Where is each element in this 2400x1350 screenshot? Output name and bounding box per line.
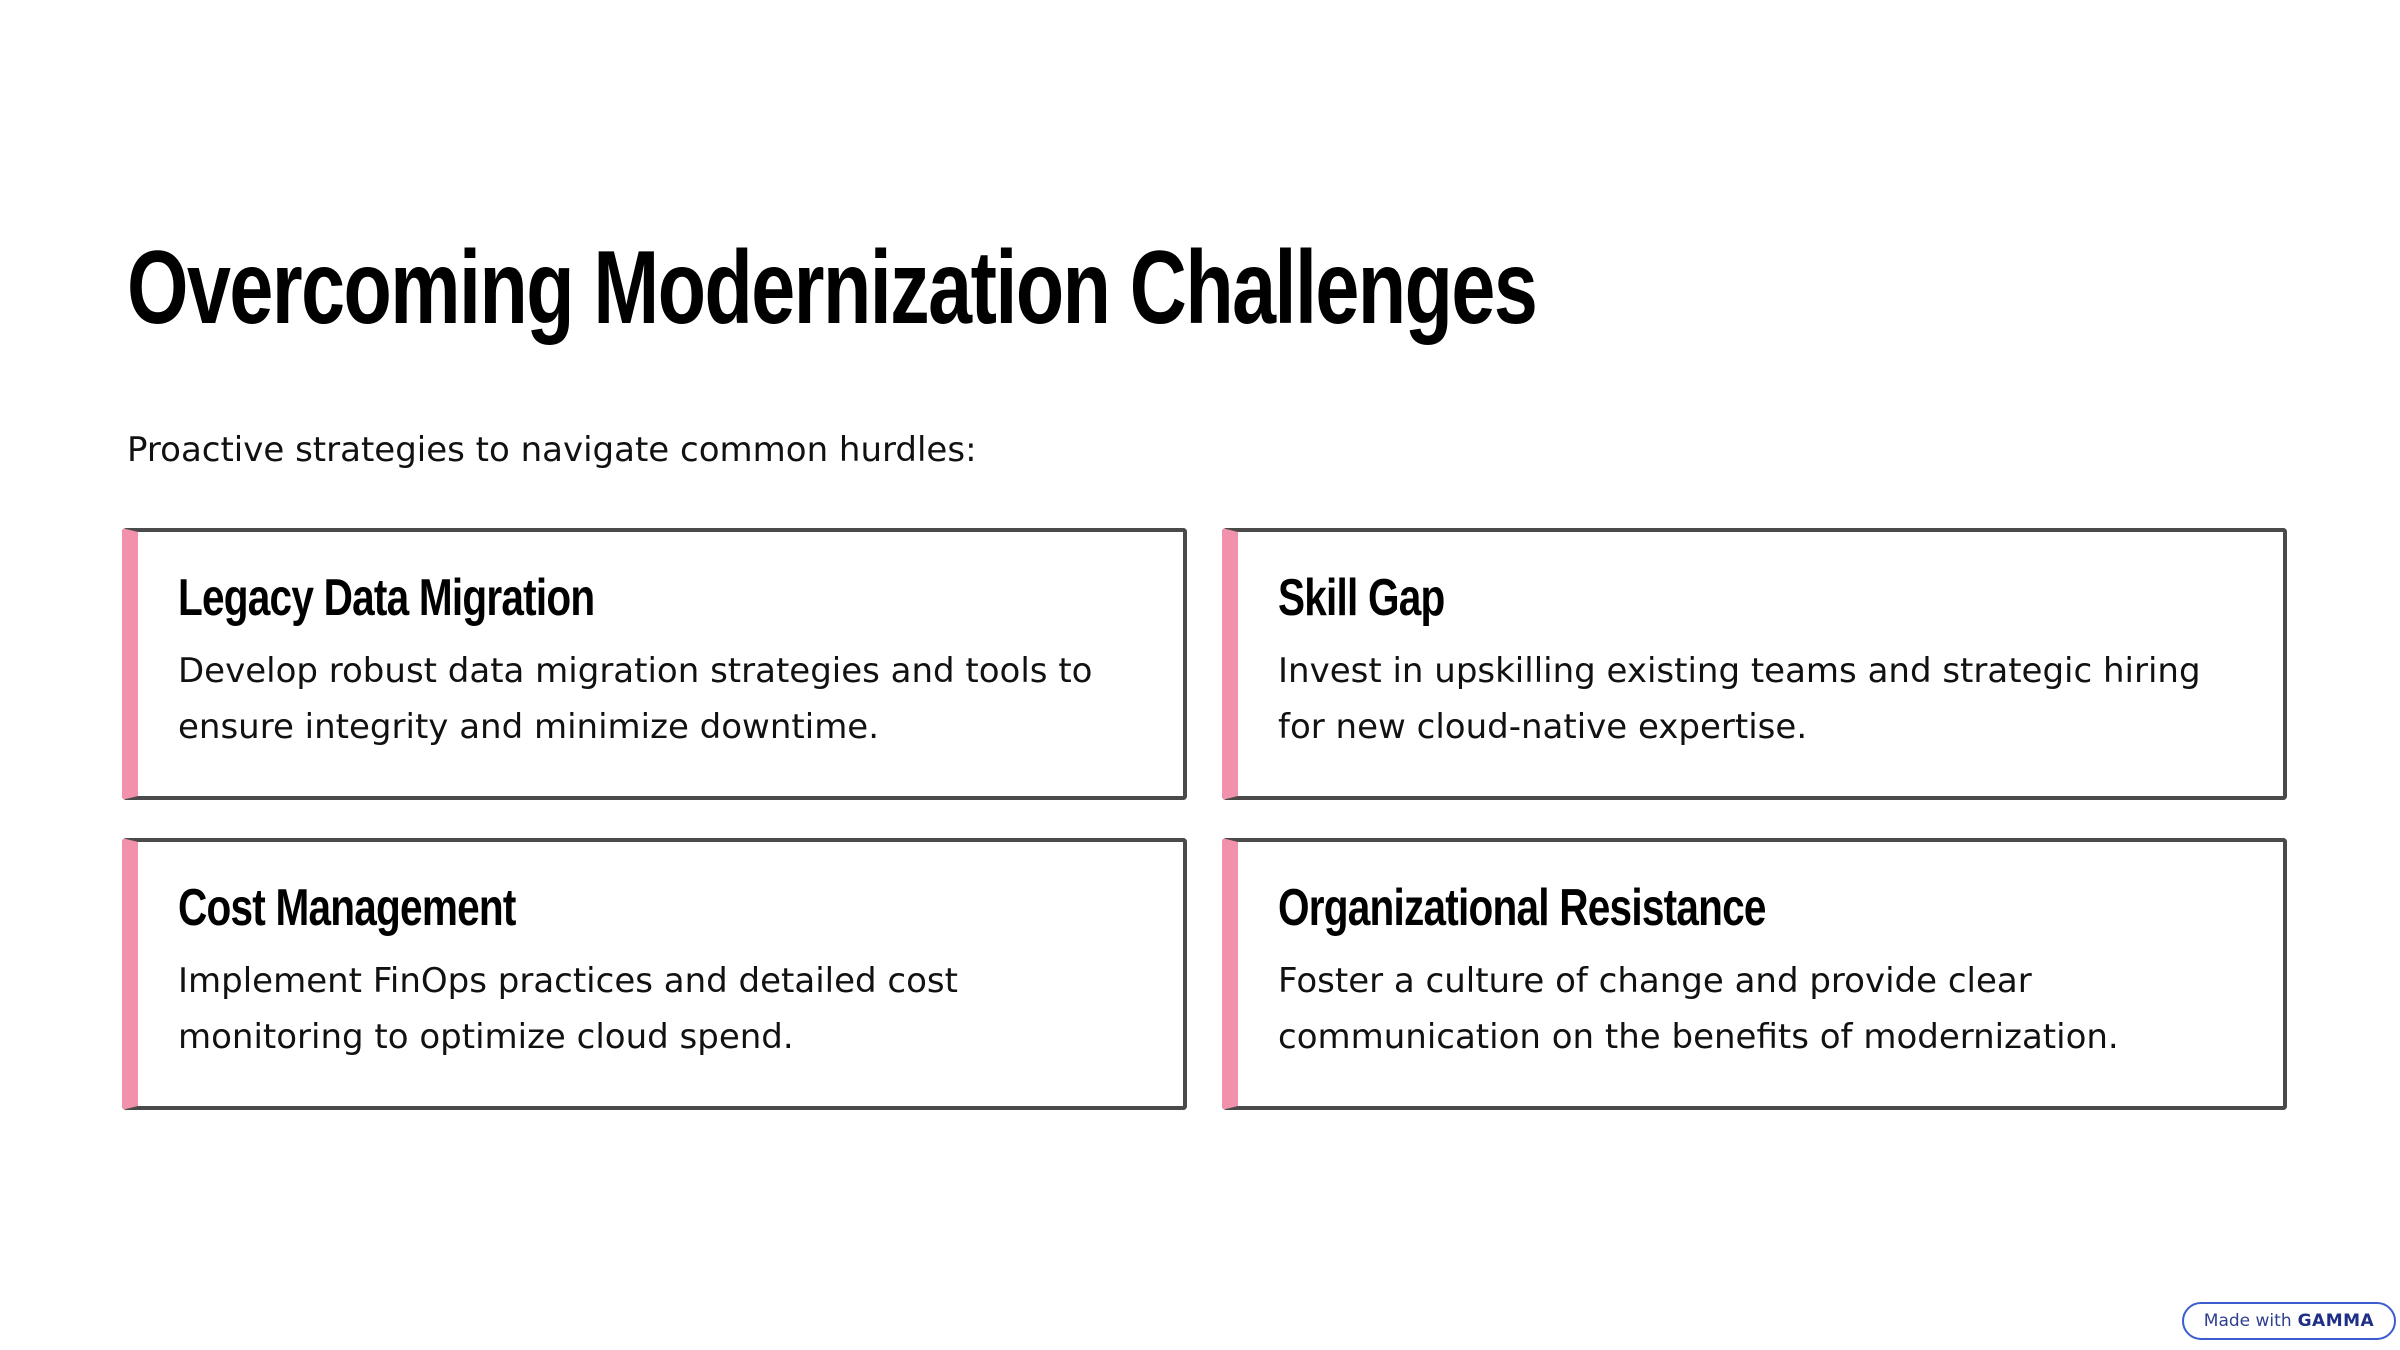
card-title: Skill Gap xyxy=(1278,569,1445,627)
card-description: Develop robust data migration strategies… xyxy=(178,651,1093,748)
card-description: Invest in upskilling existing teams and … xyxy=(1278,651,2201,748)
card-description: Foster a culture of change and provide c… xyxy=(1278,961,2119,1058)
gamma-logo: GAMMA xyxy=(2297,1311,2375,1331)
card-title: Legacy Data Migration xyxy=(178,569,595,627)
slide-subtitle: Proactive strategies to navigate common … xyxy=(127,430,977,470)
challenge-card-legacy-data-migration: Legacy Data Migration Develop robust dat… xyxy=(122,528,1187,800)
badge-prefix: Made with xyxy=(2203,1311,2292,1331)
card-description: Implement FinOps practices and detailed … xyxy=(178,961,958,1058)
challenge-cards-grid: Legacy Data Migration Develop robust dat… xyxy=(122,528,2287,1110)
card-title: Organizational Resistance xyxy=(1278,879,1766,937)
challenge-card-organizational-resistance: Organizational Resistance Foster a cultu… xyxy=(1222,838,2287,1110)
made-with-gamma-badge[interactable]: Made with GAMMA xyxy=(2182,1302,2396,1340)
challenge-card-skill-gap: Skill Gap Invest in upskilling existing … xyxy=(1222,528,2287,800)
card-title: Cost Management xyxy=(178,879,516,937)
challenge-card-cost-management: Cost Management Implement FinOps practic… xyxy=(122,838,1187,1110)
slide-title: Overcoming Modernization Challenges xyxy=(127,230,1538,346)
